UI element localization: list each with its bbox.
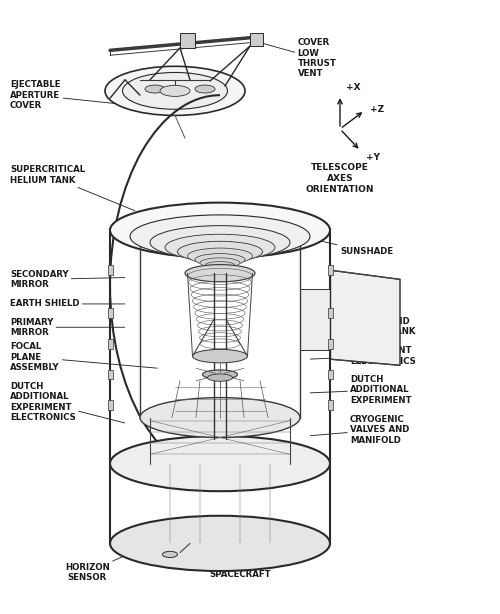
Text: +X: +X: [346, 83, 360, 92]
Text: SPACECRAFT: SPACECRAFT: [209, 556, 271, 578]
Text: PRIMARY
MIRROR: PRIMARY MIRROR: [10, 317, 124, 337]
Bar: [108, 370, 112, 379]
Bar: [300, 289, 330, 350]
Text: COVER
LOW
THRUST
VENT: COVER LOW THRUST VENT: [252, 38, 336, 79]
Ellipse shape: [185, 265, 255, 282]
Ellipse shape: [130, 215, 310, 258]
Text: HORIZON
SENSOR: HORIZON SENSOR: [65, 545, 150, 582]
Ellipse shape: [188, 248, 252, 264]
Bar: [328, 400, 332, 410]
Bar: [328, 265, 332, 275]
Bar: [328, 370, 332, 379]
Ellipse shape: [122, 72, 228, 109]
Ellipse shape: [105, 66, 245, 115]
Bar: [108, 400, 112, 410]
Text: SECONDARY
MIRROR: SECONDARY MIRROR: [10, 270, 124, 289]
Ellipse shape: [178, 241, 262, 262]
Text: TELESCOPE
AXES
ORIENTATION: TELESCOPE AXES ORIENTATION: [306, 163, 374, 194]
Text: DUTCH
ADDITIONAL
EXPERIMENT: DUTCH ADDITIONAL EXPERIMENT: [310, 375, 412, 405]
Ellipse shape: [195, 254, 245, 266]
Text: SUPERCRITICAL
HELIUM TANK: SUPERCRITICAL HELIUM TANK: [10, 165, 135, 211]
Text: OPTICAL
BAFFLE: OPTICAL BAFFLE: [313, 282, 391, 301]
Ellipse shape: [160, 85, 190, 96]
Text: DUTCH
ADDITIONAL
EXPERIMENT
ELECTRONICS: DUTCH ADDITIONAL EXPERIMENT ELECTRONICS: [10, 382, 125, 423]
Ellipse shape: [165, 234, 275, 260]
Text: EJECTABLE
APERTURE
COVER: EJECTABLE APERTURE COVER: [10, 80, 149, 110]
Ellipse shape: [110, 203, 330, 258]
Bar: [328, 339, 332, 349]
Bar: [108, 308, 112, 318]
Ellipse shape: [150, 226, 290, 259]
Text: SUPERFLUID
HELIUM TANK: SUPERFLUID HELIUM TANK: [310, 317, 416, 336]
Ellipse shape: [208, 374, 233, 381]
Ellipse shape: [205, 262, 235, 269]
Text: EARTH SHIELD: EARTH SHIELD: [10, 300, 124, 308]
Ellipse shape: [195, 85, 215, 93]
Ellipse shape: [110, 436, 330, 491]
Text: FOCAL
PLANE
ASSEMBLY: FOCAL PLANE ASSEMBLY: [10, 343, 157, 372]
Ellipse shape: [145, 85, 165, 93]
Ellipse shape: [192, 349, 248, 363]
Text: EXPERIMENT
ELECTRONICS: EXPERIMENT ELECTRONICS: [310, 346, 416, 366]
Bar: [108, 265, 112, 275]
Text: SUNSHADE: SUNSHADE: [278, 231, 393, 256]
Bar: [328, 308, 332, 318]
Ellipse shape: [140, 398, 300, 437]
Polygon shape: [330, 270, 400, 365]
Text: +Z: +Z: [370, 104, 384, 114]
Ellipse shape: [200, 258, 240, 268]
Bar: [250, 33, 262, 46]
Text: CRYOGENIC
VALVES AND
MANIFOLD: CRYOGENIC VALVES AND MANIFOLD: [310, 415, 410, 445]
Ellipse shape: [110, 516, 330, 571]
Ellipse shape: [202, 370, 237, 379]
Ellipse shape: [162, 551, 178, 558]
Bar: [180, 33, 195, 48]
Bar: [108, 339, 112, 349]
Text: +Y: +Y: [366, 154, 380, 162]
